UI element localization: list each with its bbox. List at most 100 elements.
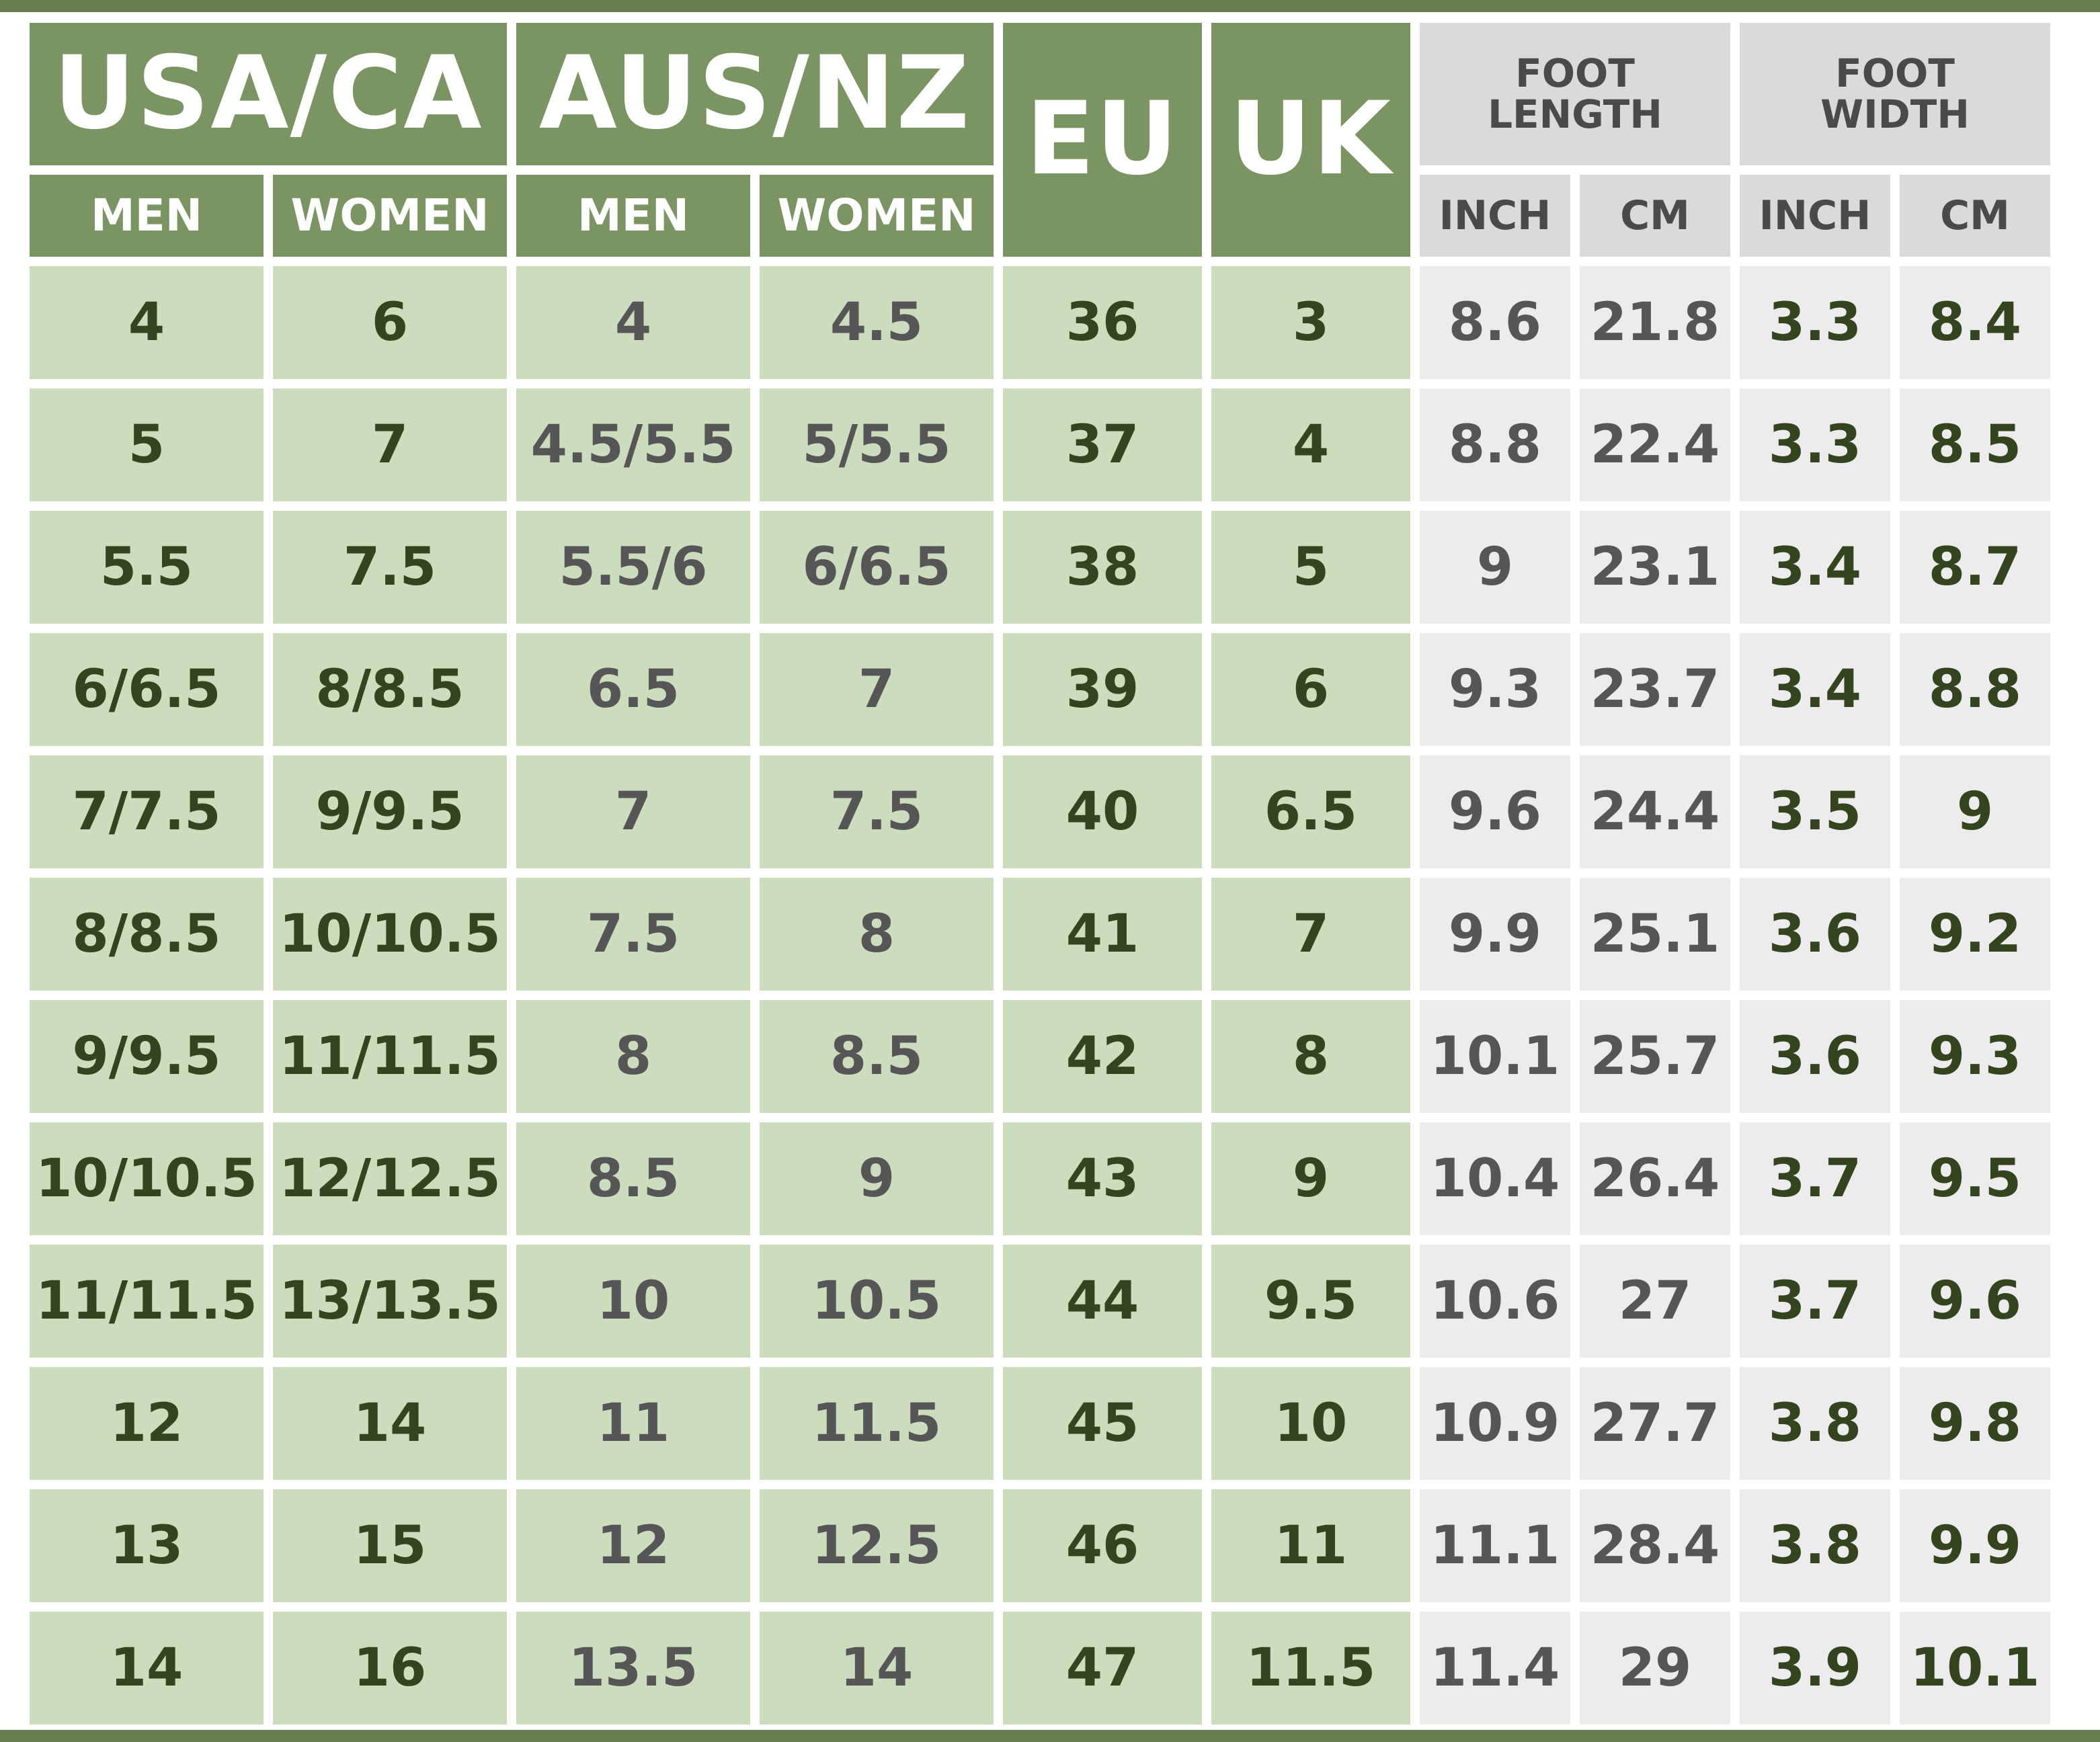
cell-length-cm: 26.4: [1580, 1122, 1730, 1235]
cell-length-cm: 25.7: [1580, 1000, 1730, 1113]
cell-eu: 36: [1003, 266, 1202, 379]
cell-usa-women: 9/9.5: [273, 755, 507, 868]
uk-header: UK: [1211, 23, 1410, 257]
cell-width-inch: 3.5: [1740, 755, 1890, 868]
cell-uk: 5: [1211, 511, 1410, 624]
cell-usa-men: 13: [30, 1489, 264, 1602]
cell-length-inch: 11.4: [1420, 1612, 1570, 1725]
cell-width-cm: 9.6: [1900, 1245, 2050, 1358]
cell-usa-men: 10/10.5: [30, 1122, 264, 1235]
cell-aus-women: 8: [760, 878, 994, 991]
cell-length-cm: 25.1: [1580, 878, 1730, 991]
length-cm-header: CM: [1580, 175, 1730, 257]
cell-aus-men: 8.5: [516, 1122, 750, 1235]
cell-usa-women: 11/11.5: [273, 1000, 507, 1113]
cell-length-inch: 10.6: [1420, 1245, 1570, 1358]
cell-uk: 9.5: [1211, 1245, 1410, 1358]
cell-uk: 10: [1211, 1367, 1410, 1480]
eu-header: EU: [1003, 23, 1202, 257]
cell-usa-women: 10/10.5: [273, 878, 507, 991]
cell-width-inch: 3.6: [1740, 1000, 1890, 1113]
cell-length-inch: 9: [1420, 511, 1570, 624]
cell-eu: 40: [1003, 755, 1202, 868]
cell-width-inch: 3.4: [1740, 511, 1890, 624]
cell-aus-women: 12.5: [760, 1489, 994, 1602]
cell-length-inch: 9.3: [1420, 633, 1570, 746]
cell-length-cm: 23.7: [1580, 633, 1730, 746]
cell-width-cm: 9.2: [1900, 878, 2050, 991]
cell-width-inch: 3.7: [1740, 1122, 1890, 1235]
cell-eu: 45: [1003, 1367, 1202, 1480]
cell-usa-men: 14: [30, 1612, 264, 1725]
cell-usa-men: 9/9.5: [30, 1000, 264, 1113]
cell-width-inch: 3.3: [1740, 266, 1890, 379]
cell-width-inch: 3.6: [1740, 878, 1890, 991]
cell-usa-women: 8/8.5: [273, 633, 507, 746]
width-cm-header: CM: [1900, 175, 2050, 257]
cell-usa-women: 7.5: [273, 511, 507, 624]
cell-aus-men: 4: [516, 266, 750, 379]
cell-usa-men: 7/7.5: [30, 755, 264, 868]
cell-usa-women: 13/13.5: [273, 1245, 507, 1358]
cell-usa-men: 5: [30, 388, 264, 501]
usa-men-header: MEN: [30, 175, 264, 257]
cell-length-inch: 10.9: [1420, 1367, 1570, 1480]
cell-width-inch: 3.7: [1740, 1245, 1890, 1358]
cell-aus-women: 14: [760, 1612, 994, 1725]
cell-width-cm: 10.1: [1900, 1612, 2050, 1725]
cell-width-cm: 8.8: [1900, 633, 2050, 746]
aus-nz-header: AUS/NZ: [516, 23, 994, 165]
cell-usa-men: 8/8.5: [30, 878, 264, 991]
cell-usa-women: 12/12.5: [273, 1122, 507, 1235]
cell-width-inch: 3.3: [1740, 388, 1890, 501]
cell-eu: 41: [1003, 878, 1202, 991]
cell-usa-men: 11/11.5: [30, 1245, 264, 1358]
cell-length-cm: 24.4: [1580, 755, 1730, 868]
cell-width-cm: 9: [1900, 755, 2050, 868]
cell-usa-women: 14: [273, 1367, 507, 1480]
cell-width-cm: 8.5: [1900, 388, 2050, 501]
cell-eu: 47: [1003, 1612, 1202, 1725]
cell-length-cm: 29: [1580, 1612, 1730, 1725]
cell-aus-women: 8.5: [760, 1000, 994, 1113]
aus-women-header: WOMEN: [760, 175, 994, 257]
cell-aus-men: 10: [516, 1245, 750, 1358]
cell-width-cm: 9.8: [1900, 1367, 2050, 1480]
cell-eu: 46: [1003, 1489, 1202, 1602]
cell-uk: 8: [1211, 1000, 1410, 1113]
cell-width-inch: 3.8: [1740, 1367, 1890, 1480]
cell-length-cm: 21.8: [1580, 266, 1730, 379]
cell-uk: 7: [1211, 878, 1410, 991]
cell-usa-men: 4: [30, 266, 264, 379]
cell-length-cm: 28.4: [1580, 1489, 1730, 1602]
cell-aus-women: 10.5: [760, 1245, 994, 1358]
cell-length-inch: 9.6: [1420, 755, 1570, 868]
cell-aus-men: 11: [516, 1367, 750, 1480]
foot-length-header: FOOT LENGTH: [1420, 23, 1730, 165]
cell-usa-women: 7: [273, 388, 507, 501]
cell-usa-women: 6: [273, 266, 507, 379]
shoe-size-chart: USA/CA AUS/NZ EU UK FOOT LENGTH FOOT WID…: [30, 23, 2070, 1725]
cell-length-inch: 9.9: [1420, 878, 1570, 991]
usa-ca-header: USA/CA: [30, 23, 507, 165]
cell-aus-women: 5/5.5: [760, 388, 994, 501]
cell-uk: 11.5: [1211, 1612, 1410, 1725]
cell-aus-men: 8: [516, 1000, 750, 1113]
cell-eu: 38: [1003, 511, 1202, 624]
usa-women-header: WOMEN: [273, 175, 507, 257]
cell-uk: 3: [1211, 266, 1410, 379]
cell-usa-men: 12: [30, 1367, 264, 1480]
cell-length-cm: 27: [1580, 1245, 1730, 1358]
cell-eu: 44: [1003, 1245, 1202, 1358]
cell-usa-women: 16: [273, 1612, 507, 1725]
cell-width-inch: 3.9: [1740, 1612, 1890, 1725]
bottom-band: [0, 1730, 2100, 1742]
cell-uk: 11: [1211, 1489, 1410, 1602]
cell-length-inch: 10.1: [1420, 1000, 1570, 1113]
cell-uk: 6.5: [1211, 755, 1410, 868]
cell-usa-women: 15: [273, 1489, 507, 1602]
cell-aus-men: 5.5/6: [516, 511, 750, 624]
cell-aus-men: 12: [516, 1489, 750, 1602]
cell-aus-men: 7: [516, 755, 750, 868]
cell-uk: 6: [1211, 633, 1410, 746]
